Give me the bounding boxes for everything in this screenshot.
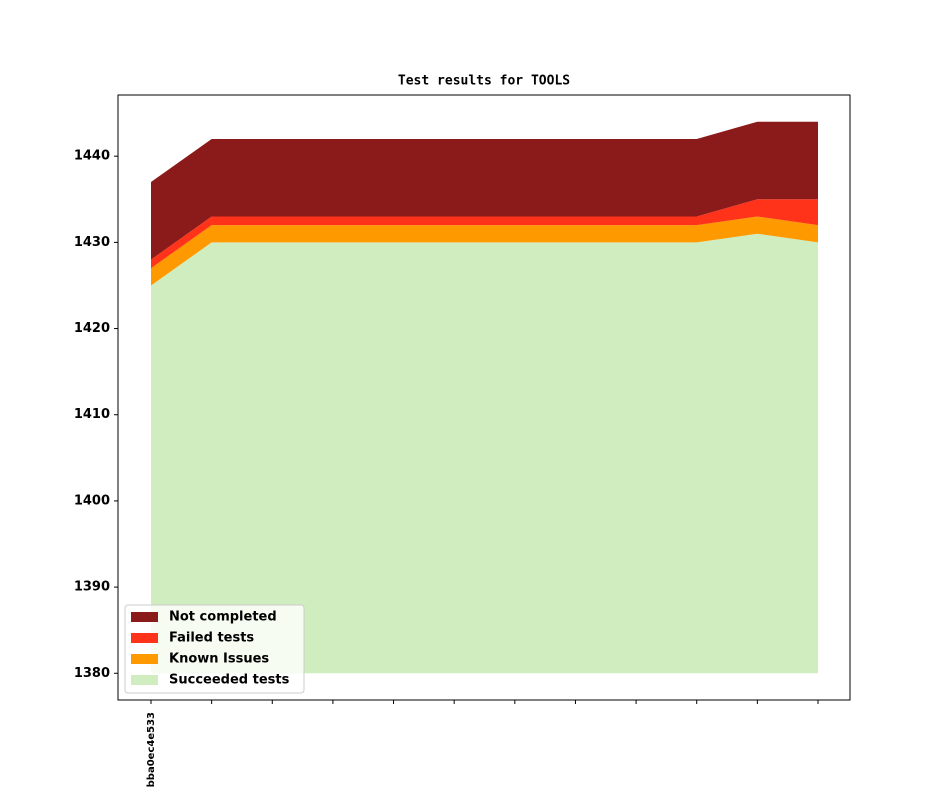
y-tick-label: 1410 [74, 407, 110, 422]
legend-swatch [131, 612, 158, 622]
legend-label: Not completed [169, 610, 277, 625]
y-tick-label: 1380 [74, 666, 110, 681]
plot-frame [117, 94, 851, 701]
y-tick-label: 1420 [74, 321, 110, 336]
legend-swatch [131, 654, 158, 664]
y-tick-label: 1400 [74, 493, 110, 508]
y-tick-label: 1430 [74, 235, 110, 250]
legend-box [124, 604, 305, 694]
legend-label: Failed tests [169, 631, 254, 646]
area [151, 216, 818, 286]
area [151, 121, 818, 260]
y-tick-label: 1390 [74, 580, 110, 595]
chart-title: Test results for TOOLS [398, 74, 570, 89]
legend-label: Succeeded tests [169, 673, 290, 688]
y-tick-label: 1440 [74, 149, 110, 164]
x-tick-label: bba0ec4e533 [146, 712, 157, 787]
legend-swatch [131, 675, 158, 685]
legend-swatch [131, 633, 158, 643]
legend-label: Known Issues [169, 652, 269, 667]
legend: Not completed Failed tests Known Issues Suc… [124, 604, 305, 694]
area [151, 233, 818, 674]
